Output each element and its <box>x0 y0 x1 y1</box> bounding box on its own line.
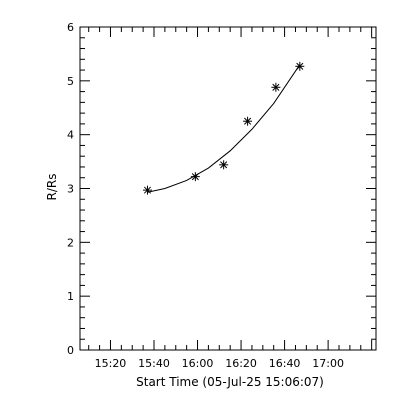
data-point <box>295 61 305 71</box>
y-tick-label: 5 <box>67 75 74 88</box>
x-axis: 15:20 15:40 16:00 16:20 16:40 17:00 <box>88 27 373 370</box>
fit-curve <box>147 64 301 193</box>
y-axis: 0 1 2 3 4 5 6 <box>67 21 376 357</box>
y-tick-label: 3 <box>67 183 74 196</box>
x-tick-label: 17:00 <box>312 357 344 370</box>
x-axis-title: Start Time (05-Jul-25 15:06:07) <box>136 375 324 389</box>
plot-frame <box>79 26 377 351</box>
data-point <box>243 116 253 126</box>
y-tick-label: 2 <box>67 236 74 249</box>
y-tick-label: 4 <box>67 129 74 142</box>
fit-curve-group <box>147 64 301 193</box>
x-tick-label: 15:20 <box>95 357 127 370</box>
data-point <box>142 185 152 195</box>
x-tick-label: 16:20 <box>225 357 257 370</box>
x-tick-label: 16:00 <box>182 357 214 370</box>
y-axis-title: R/Rs <box>45 174 59 201</box>
x-tick-label: 15:40 <box>138 357 170 370</box>
data-point <box>219 160 229 170</box>
data-point <box>271 82 281 92</box>
data-point <box>190 172 200 182</box>
x-tick-label: 16:40 <box>269 357 301 370</box>
plot-border <box>79 26 377 351</box>
y-tick-label: 1 <box>67 290 74 303</box>
data-points <box>142 61 305 195</box>
y-tick-label: 0 <box>67 344 74 357</box>
y-tick-label: 6 <box>67 21 74 34</box>
